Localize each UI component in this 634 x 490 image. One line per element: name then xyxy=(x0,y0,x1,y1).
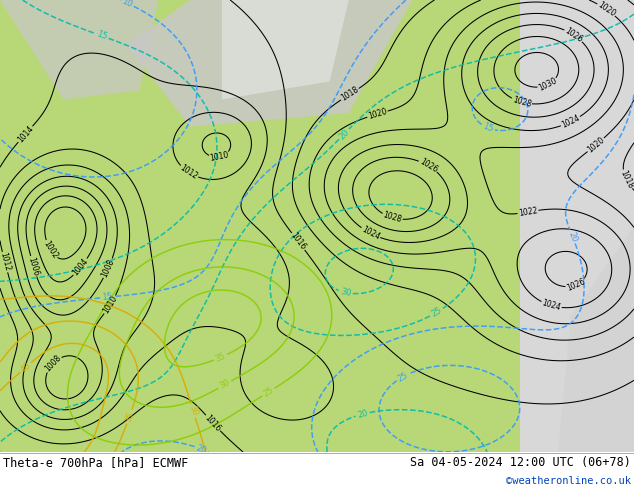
Polygon shape xyxy=(127,0,412,126)
Text: 25: 25 xyxy=(430,306,444,319)
Text: 1024: 1024 xyxy=(360,225,381,242)
Text: 1012: 1012 xyxy=(178,163,199,181)
Text: 1014: 1014 xyxy=(16,124,35,145)
Text: 1006: 1006 xyxy=(27,256,41,277)
Text: 1026: 1026 xyxy=(566,277,586,293)
Text: 20: 20 xyxy=(337,127,351,141)
Text: Theta-e 700hPa [hPa] ECMWF: Theta-e 700hPa [hPa] ECMWF xyxy=(3,456,188,469)
Text: 1028: 1028 xyxy=(382,211,403,224)
Polygon shape xyxy=(558,226,634,452)
Text: 1020: 1020 xyxy=(367,107,388,121)
Text: 35: 35 xyxy=(123,410,136,423)
Text: 25: 25 xyxy=(396,370,410,383)
Polygon shape xyxy=(222,0,349,99)
Text: 20: 20 xyxy=(566,230,579,243)
Text: 1010: 1010 xyxy=(101,294,119,316)
Polygon shape xyxy=(0,0,158,99)
Polygon shape xyxy=(0,0,520,452)
Text: 1016: 1016 xyxy=(203,413,223,433)
Text: 1008: 1008 xyxy=(100,258,116,279)
Text: 1030: 1030 xyxy=(537,76,559,93)
Text: 1026: 1026 xyxy=(418,157,439,174)
Text: 1018: 1018 xyxy=(618,169,634,190)
Text: 1018: 1018 xyxy=(339,85,360,103)
Text: 15: 15 xyxy=(101,292,113,302)
Text: 1020: 1020 xyxy=(586,135,606,154)
Text: 1004: 1004 xyxy=(71,257,90,277)
Text: 20: 20 xyxy=(195,443,208,455)
Text: 1010: 1010 xyxy=(209,150,230,163)
Text: 30: 30 xyxy=(339,287,352,298)
Text: 20: 20 xyxy=(356,409,369,420)
Text: 1024: 1024 xyxy=(560,114,581,130)
Text: 1026: 1026 xyxy=(563,26,585,44)
Text: 35: 35 xyxy=(214,351,227,364)
Text: 1008: 1008 xyxy=(43,353,63,374)
Text: 10: 10 xyxy=(120,0,134,9)
Text: 15: 15 xyxy=(481,122,495,134)
Text: 1028: 1028 xyxy=(511,95,532,109)
Text: 30: 30 xyxy=(218,378,231,391)
Text: 1022: 1022 xyxy=(518,206,538,218)
Text: 15: 15 xyxy=(95,30,108,42)
Text: 1002: 1002 xyxy=(41,239,60,260)
Text: 1024: 1024 xyxy=(541,298,562,313)
Polygon shape xyxy=(520,0,634,452)
Text: 1012: 1012 xyxy=(0,252,11,272)
Text: Sa 04-05-2024 12:00 UTC (06+78): Sa 04-05-2024 12:00 UTC (06+78) xyxy=(410,456,631,469)
Text: 25: 25 xyxy=(262,386,275,399)
Text: 1020: 1020 xyxy=(596,0,617,19)
Text: 1016: 1016 xyxy=(289,231,307,252)
Text: 30: 30 xyxy=(187,404,199,417)
Text: 40: 40 xyxy=(19,361,33,374)
Text: ©weatheronline.co.uk: ©weatheronline.co.uk xyxy=(506,475,631,486)
